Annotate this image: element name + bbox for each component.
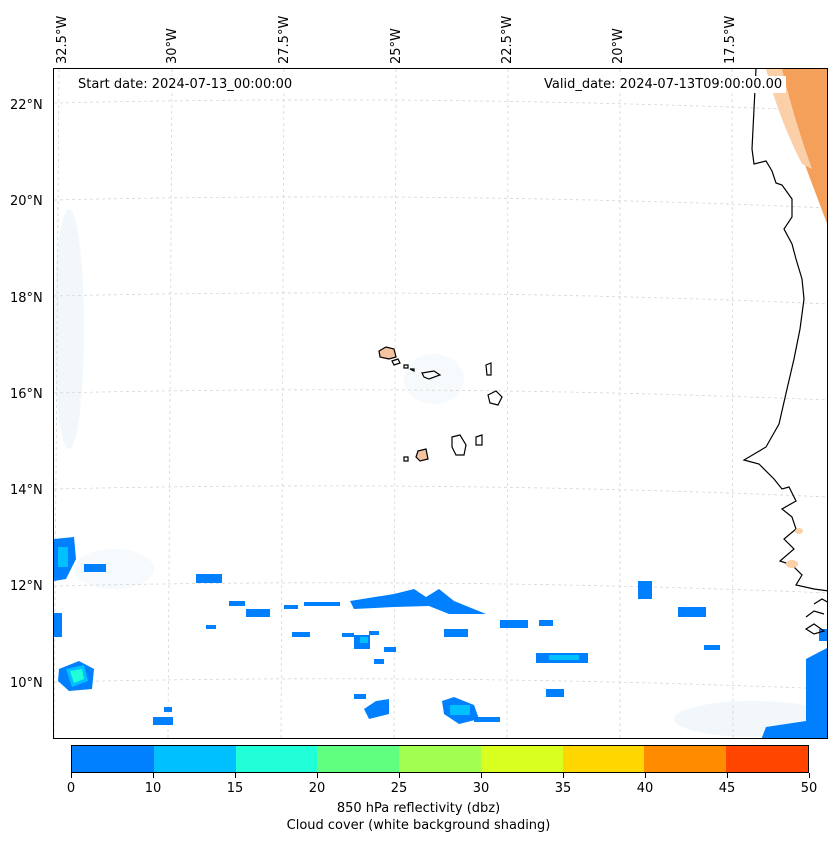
- valid-date-label: Valid_date: 2024-07-13T09:00:00.00: [540, 76, 787, 93]
- colorbar-tick-label: 40: [636, 781, 654, 796]
- colorbar-tick-label: 45: [718, 781, 736, 796]
- colorbar-segment-3: [317, 746, 400, 772]
- colorbar-segment-4: [399, 746, 481, 772]
- colorbar-tick: [317, 773, 318, 778]
- colorbar-segment-5: [480, 746, 563, 772]
- colorbar-tick: [399, 773, 400, 778]
- islands: [378, 346, 503, 462]
- colorbar-tick-label: 35: [554, 781, 572, 796]
- colorbar-title-line1: 850 hPa reflectivity (dbz): [336, 801, 501, 816]
- lon-label-30w: 30°W: [165, 28, 180, 64]
- reflectivity-cells-20: [70, 669, 84, 683]
- cloud-shading: [54, 209, 827, 737]
- colorbar-tick-label: 30: [472, 781, 490, 796]
- colorbar-segment-1: [153, 746, 236, 772]
- colorbar-tick: [563, 773, 564, 778]
- warm-region: [766, 69, 827, 224]
- lat-label-14n: 14°N: [10, 483, 43, 498]
- colorbar: [71, 745, 809, 773]
- colorbar-tick: [71, 773, 72, 778]
- colorbar-tick-label: 25: [390, 781, 408, 796]
- colorbar-tick: [809, 773, 810, 778]
- colorbar-segment-6: [562, 746, 645, 772]
- colorbar-title-line2: Cloud cover (white background shading): [286, 818, 551, 833]
- colorbar-segment-2: [235, 746, 318, 772]
- colorbar-tick-label: 0: [66, 781, 76, 796]
- colorbar-tick-label: 50: [800, 781, 818, 796]
- lat-label-10n: 10°N: [10, 676, 43, 691]
- lat-label-12n: 12°N: [10, 579, 43, 594]
- inland-warm: [786, 528, 803, 568]
- lon-label-17-5w: 17.5°W: [723, 15, 738, 64]
- colorbar-tick-label: 15: [226, 781, 244, 796]
- map-panel[interactable]: [53, 68, 828, 739]
- lat-label-20n: 20°N: [10, 194, 43, 209]
- colorbar-tick-label: 10: [144, 781, 162, 796]
- lon-label-27-5w: 27.5°W: [277, 15, 292, 64]
- colorbar-tick: [727, 773, 728, 778]
- colorbar-tick-label: 20: [308, 781, 326, 796]
- colorbar-tick: [235, 773, 236, 778]
- colorbar-tick: [645, 773, 646, 778]
- colorbar-segment-7: [644, 746, 727, 772]
- lat-label-16n: 16°N: [10, 387, 43, 402]
- colorbar-segment-0: [72, 746, 154, 772]
- colorbar-tick: [481, 773, 482, 778]
- lat-label-22n: 22°N: [10, 98, 43, 113]
- start-date-label: Start date: 2024-07-13_00:00:00: [74, 76, 297, 93]
- lon-label-32-5w: 32.5°W: [55, 15, 70, 64]
- lon-label-22-5w: 22.5°W: [500, 15, 515, 64]
- gridlines: [54, 69, 827, 738]
- colorbar-tick: [153, 773, 154, 778]
- lon-label-20w: 20°W: [611, 28, 626, 64]
- coastline: [742, 69, 827, 592]
- lat-label-18n: 18°N: [10, 291, 43, 306]
- map-canvas: [54, 69, 827, 738]
- colorbar-segment-8: [726, 746, 809, 772]
- lon-label-25w: 25°W: [389, 28, 404, 64]
- coastline-south: [804, 598, 827, 635]
